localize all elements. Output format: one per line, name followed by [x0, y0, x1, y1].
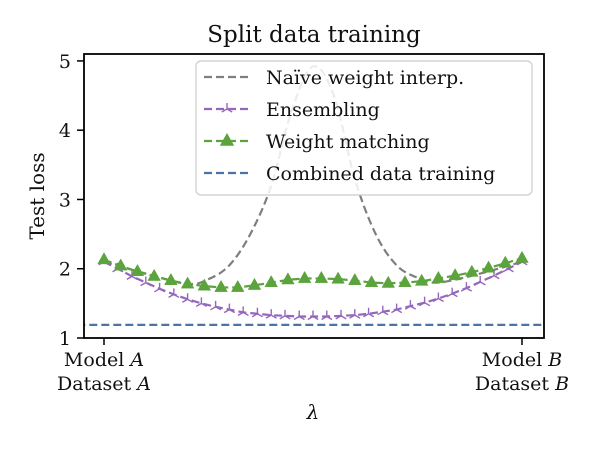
data-point — [431, 270, 446, 283]
data-point — [180, 276, 195, 289]
data-point — [391, 303, 403, 314]
data-point — [265, 309, 277, 319]
x-tick-label: Dataset B — [475, 373, 569, 395]
x-tick-label: Dataset A — [57, 373, 151, 395]
x-axis-label: λ — [306, 400, 320, 424]
y-tick-label: 5 — [59, 51, 71, 73]
y-tick-label: 3 — [59, 189, 71, 211]
data-point — [247, 277, 262, 290]
legend-item: Combined data training — [204, 163, 495, 185]
data-point — [251, 307, 263, 318]
x-tick-label: Model B — [482, 349, 562, 371]
data-point — [404, 300, 416, 310]
plot-series — [84, 65, 544, 326]
legend-item: Ensembling — [204, 99, 380, 121]
data-point — [432, 292, 444, 303]
data-point — [321, 310, 333, 321]
legend-label: Ensembling — [266, 99, 380, 121]
y-axis-label: Test loss — [25, 152, 49, 239]
legend-label: Naïve weight interp. — [266, 67, 464, 89]
legend-item: Naïve weight interp. — [204, 67, 464, 89]
data-point — [446, 287, 458, 298]
data-point — [448, 268, 462, 281]
data-point — [377, 305, 389, 316]
data-point — [168, 288, 180, 298]
legend-marker — [219, 133, 235, 146]
data-point — [154, 282, 166, 293]
legend-item: Weight matching — [204, 131, 430, 153]
data-point — [314, 270, 329, 283]
y-tick-label: 4 — [59, 120, 71, 142]
data-point — [147, 268, 161, 281]
data-point — [130, 263, 145, 276]
data-point — [140, 276, 152, 287]
y-axis: 1 2 3 4 5 — [59, 51, 84, 350]
data-point — [498, 255, 513, 268]
chart-title: Split data training — [207, 22, 421, 48]
data-point — [293, 310, 305, 321]
x-tick-label: Model A — [64, 349, 144, 371]
data-point — [182, 293, 194, 303]
y-tick-label: 2 — [59, 259, 71, 281]
data-point — [363, 307, 375, 318]
data-point — [281, 272, 295, 285]
data-point — [419, 296, 431, 307]
data-point — [237, 306, 249, 316]
data-point — [97, 252, 111, 265]
data-point — [331, 271, 345, 284]
data-point — [364, 275, 379, 288]
data-point — [414, 273, 429, 286]
data-point — [297, 270, 312, 283]
legend: Naïve weight interp. Ensembling Weight mat… — [195, 60, 533, 196]
data-point — [113, 258, 128, 271]
data-point — [307, 310, 319, 321]
data-point — [348, 272, 362, 285]
data-point — [515, 250, 529, 263]
legend-label: Combined data training — [266, 163, 495, 185]
data-point — [474, 275, 486, 286]
data-point — [214, 279, 228, 292]
data-point — [210, 300, 222, 311]
data-point — [223, 303, 235, 314]
legend-label: Weight matching — [266, 131, 430, 153]
data-point — [381, 275, 395, 288]
y-tick-label: 1 — [59, 328, 71, 350]
data-point — [195, 297, 207, 307]
data-point — [279, 309, 291, 320]
data-point — [349, 309, 361, 319]
data-point — [460, 282, 472, 292]
data-point — [231, 279, 245, 292]
data-point — [164, 272, 178, 285]
plot-frame — [83, 53, 545, 339]
data-point — [398, 275, 412, 288]
data-point — [197, 278, 212, 291]
legend-marker — [221, 103, 233, 113]
legend-box — [195, 60, 533, 196]
series-line-1 — [103, 260, 523, 318]
data-point — [481, 260, 496, 273]
data-point — [335, 309, 347, 320]
data-point — [264, 275, 278, 288]
data-point — [465, 264, 479, 277]
